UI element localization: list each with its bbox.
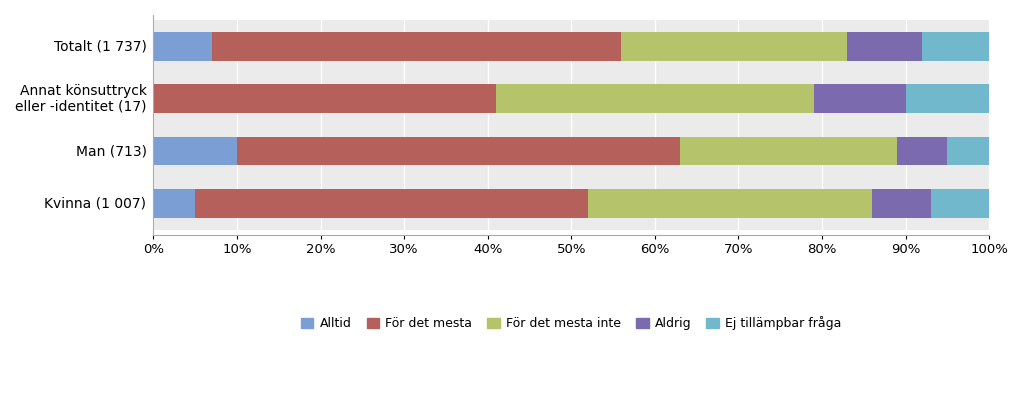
Legend: Alltid, För det mesta, För det mesta inte, Aldrig, Ej tillämpbar fråga: Alltid, För det mesta, För det mesta int… xyxy=(296,311,847,336)
Bar xyxy=(153,32,212,61)
Bar xyxy=(931,189,989,218)
Bar xyxy=(947,137,989,166)
Bar xyxy=(212,32,621,61)
Bar xyxy=(153,189,195,218)
Bar xyxy=(922,32,989,61)
Bar xyxy=(496,84,813,113)
Bar xyxy=(153,137,237,166)
Bar xyxy=(237,137,680,166)
Bar xyxy=(153,72,989,125)
Bar xyxy=(153,125,989,177)
Bar xyxy=(813,84,905,113)
Bar xyxy=(847,32,922,61)
Bar xyxy=(588,189,872,218)
Bar xyxy=(905,84,989,113)
Bar xyxy=(195,189,588,218)
Bar xyxy=(153,177,989,230)
Bar xyxy=(897,137,947,166)
Bar xyxy=(680,137,897,166)
Bar xyxy=(153,84,496,113)
Bar xyxy=(872,189,931,218)
Bar xyxy=(621,32,847,61)
Bar xyxy=(153,20,989,72)
